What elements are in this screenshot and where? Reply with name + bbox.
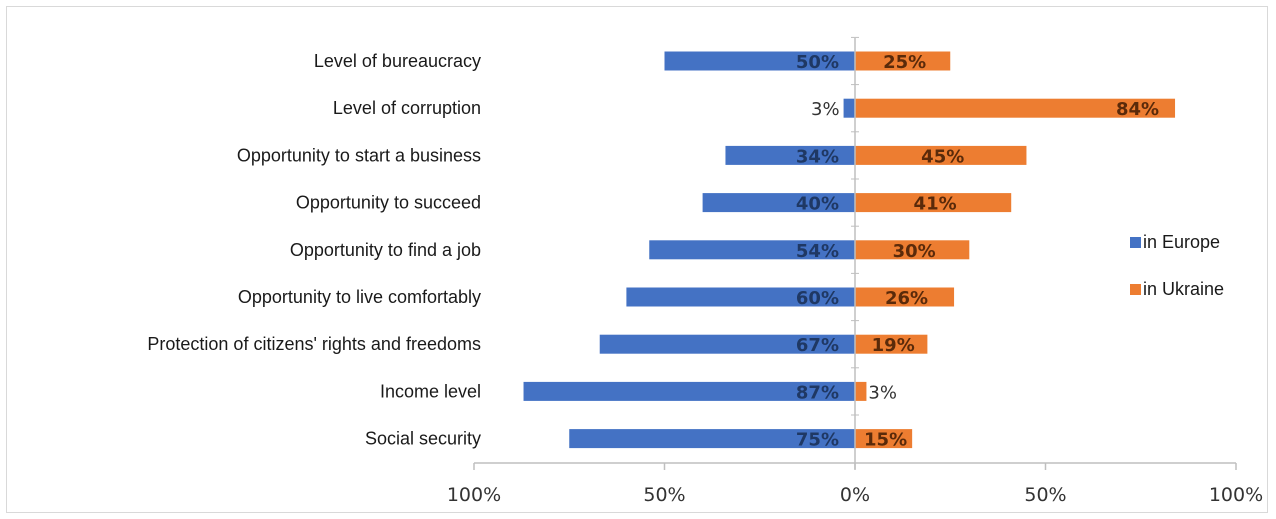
x-tick-label: 100%: [447, 484, 501, 506]
category-label: Opportunity to start a business: [237, 145, 481, 165]
bar-europe: [569, 429, 855, 449]
category-label: Level of corruption: [333, 98, 481, 118]
bar-ukraine: [855, 193, 1012, 213]
data-label-ukraine: 41%: [914, 194, 957, 215]
data-label-europe: 67%: [796, 335, 839, 356]
legend-swatch-ukraine: [1130, 284, 1141, 295]
data-label-ukraine: 25%: [883, 52, 926, 73]
data-label-ukraine: 45%: [921, 146, 964, 167]
category-label: Opportunity to find a job: [290, 240, 481, 260]
x-tick-label: 100%: [1209, 484, 1263, 506]
bar-europe: [599, 334, 855, 354]
category-label: Social security: [365, 429, 481, 449]
data-label-europe: 50%: [796, 52, 839, 73]
bar-europe: [702, 193, 855, 213]
bar-europe: [664, 51, 855, 71]
x-tick-label: 0%: [840, 484, 870, 506]
bar-ukraine: [855, 381, 867, 401]
data-label-europe: 3%: [811, 99, 840, 120]
data-label-ukraine: 3%: [868, 382, 897, 403]
category-label: Protection of citizens' rights and freed…: [147, 334, 481, 354]
category-label: Opportunity to live comfortably: [238, 287, 481, 307]
bar-europe: [626, 287, 855, 307]
category-label: Opportunity to succeed: [296, 193, 481, 213]
bar-europe: [523, 381, 855, 401]
data-label-ukraine: 19%: [872, 335, 915, 356]
category-label: Income level: [380, 381, 481, 401]
data-label-ukraine: 26%: [885, 288, 928, 309]
legend-label-europe: in Europe: [1143, 232, 1220, 252]
bar-ukraine: [855, 334, 928, 354]
category-label: Level of bureaucracy: [314, 51, 481, 71]
chart-frame: [6, 6, 1268, 513]
data-label-europe: 75%: [796, 430, 839, 451]
bar-ukraine: [855, 240, 970, 260]
bar-ukraine: [855, 287, 955, 307]
x-tick-label: 50%: [1024, 484, 1066, 506]
bar-europe: [843, 98, 855, 118]
bar-ukraine: [855, 51, 951, 71]
bar-ukraine: [855, 429, 913, 449]
data-label-europe: 60%: [796, 288, 839, 309]
data-label-europe: 34%: [796, 146, 839, 167]
data-label-ukraine: 15%: [864, 430, 907, 451]
bar-ukraine: [855, 98, 1176, 118]
bar-europe: [649, 240, 855, 260]
x-tick-label: 50%: [643, 484, 685, 506]
legend-label-ukraine: in Ukraine: [1143, 279, 1224, 299]
legend-swatch-europe: [1130, 237, 1141, 248]
data-label-europe: 40%: [796, 194, 839, 215]
data-label-ukraine: 30%: [893, 241, 936, 262]
bar-ukraine: [855, 145, 1027, 165]
data-label-ukraine: 84%: [1116, 99, 1159, 120]
data-label-europe: 87%: [796, 382, 839, 403]
data-label-europe: 54%: [796, 241, 839, 262]
bar-europe: [725, 145, 855, 165]
